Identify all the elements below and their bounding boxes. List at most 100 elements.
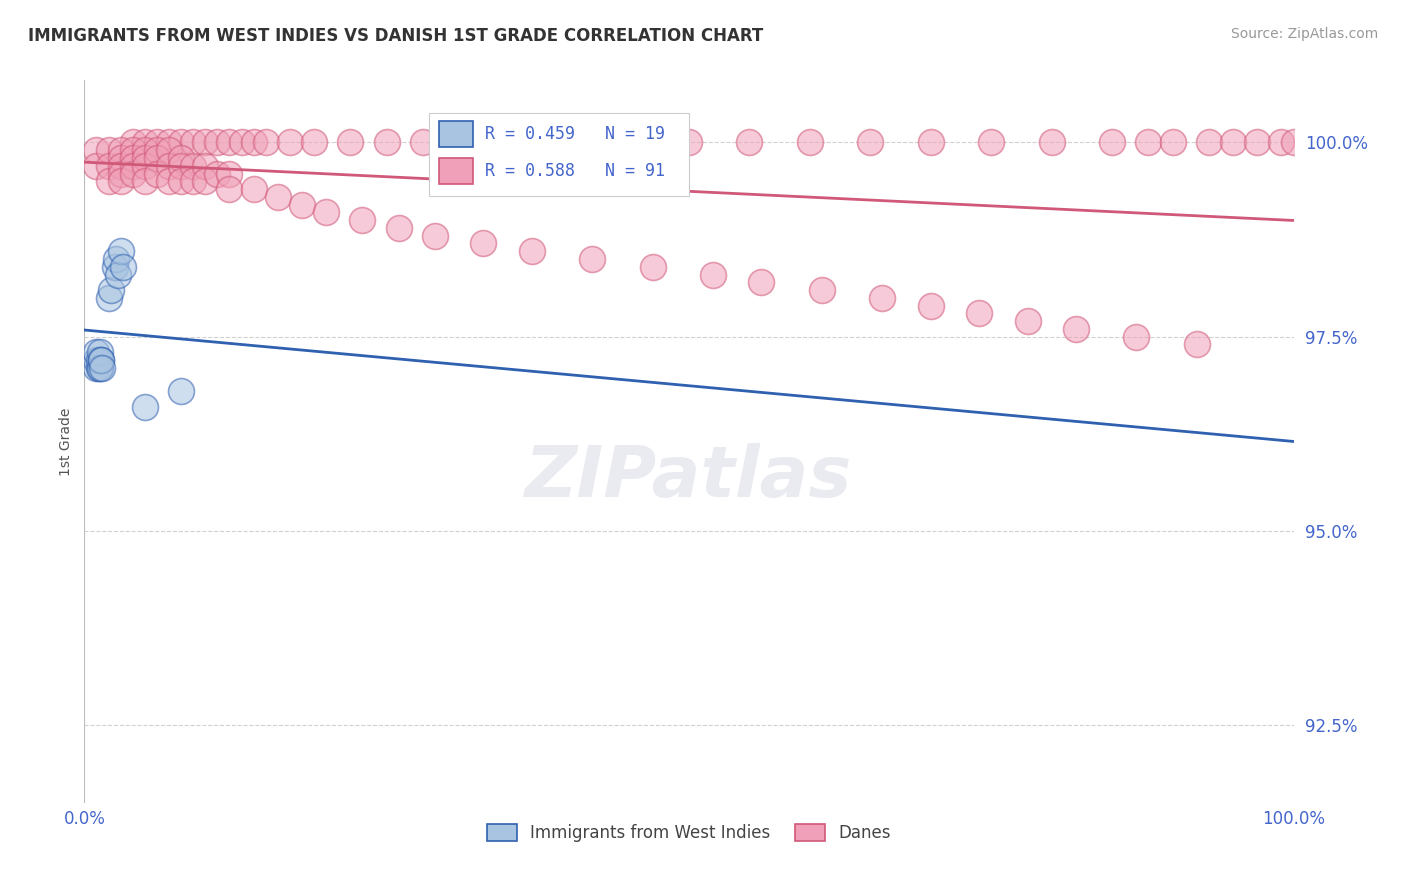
Point [302, 136, 325, 150]
Point [231, 136, 253, 150]
Text: Source: ZipAtlas.com: Source: ZipAtlas.com [1230, 27, 1378, 41]
Point [170, 136, 193, 150]
Point [157, 159, 180, 173]
Point [110, 159, 132, 173]
Point [581, 252, 603, 266]
Point [90, 353, 112, 368]
Point [134, 400, 156, 414]
Point [388, 220, 411, 235]
Text: ZIPatlas: ZIPatlas [526, 443, 852, 512]
FancyBboxPatch shape [429, 112, 689, 196]
Point [112, 260, 135, 274]
Point [920, 299, 942, 313]
Point [146, 151, 169, 165]
Point [134, 143, 156, 157]
Point [97, 159, 120, 173]
Point [1161, 136, 1184, 150]
Point [557, 136, 579, 150]
Point [207, 167, 229, 181]
Point [89, 360, 111, 375]
Point [375, 136, 398, 150]
Point [242, 182, 264, 196]
Point [107, 268, 129, 282]
Point [352, 213, 374, 227]
Point [811, 283, 834, 297]
Point [1198, 136, 1220, 150]
Text: R = 0.588   N = 91: R = 0.588 N = 91 [485, 161, 665, 179]
Point [97, 174, 120, 188]
Point [423, 228, 446, 243]
Point [1270, 136, 1292, 150]
Point [100, 283, 122, 297]
Y-axis label: 1st Grade: 1st Grade [59, 408, 73, 475]
Point [170, 384, 193, 398]
Point [980, 136, 1002, 150]
Point [110, 143, 132, 157]
Point [1185, 337, 1208, 351]
FancyBboxPatch shape [439, 121, 472, 147]
Point [121, 143, 143, 157]
Point [121, 167, 143, 181]
Point [472, 236, 495, 251]
Point [207, 136, 229, 150]
Point [617, 136, 640, 150]
Point [110, 151, 132, 165]
Point [799, 136, 821, 150]
Point [157, 136, 180, 150]
Point [181, 159, 204, 173]
Point [134, 174, 156, 188]
Point [97, 291, 120, 305]
Point [641, 260, 664, 274]
Point [86, 345, 108, 359]
Point [121, 159, 143, 173]
Point [291, 197, 314, 211]
Point [194, 136, 217, 150]
Point [181, 136, 204, 150]
Point [146, 167, 169, 181]
Point [520, 244, 543, 259]
Point [146, 136, 169, 150]
Point [1222, 136, 1244, 150]
Point [110, 244, 132, 259]
Point [460, 136, 482, 150]
Point [678, 136, 700, 150]
Point [157, 174, 180, 188]
Point [194, 159, 217, 173]
Point [1125, 329, 1147, 343]
Point [1101, 136, 1123, 150]
Point [170, 151, 193, 165]
Point [87, 353, 110, 368]
Point [1282, 136, 1305, 150]
FancyBboxPatch shape [439, 158, 472, 184]
Point [315, 205, 337, 219]
Point [218, 182, 240, 196]
Point [702, 268, 724, 282]
Point [146, 143, 169, 157]
Point [104, 252, 127, 266]
Point [509, 136, 531, 150]
Point [967, 306, 990, 320]
Point [181, 174, 204, 188]
Point [86, 360, 108, 375]
Point [218, 136, 240, 150]
Point [872, 291, 894, 305]
Point [412, 136, 434, 150]
Point [134, 151, 156, 165]
Point [86, 353, 108, 368]
Point [1246, 136, 1268, 150]
Point [339, 136, 361, 150]
Point [254, 136, 277, 150]
Point [121, 136, 143, 150]
Point [170, 159, 193, 173]
Point [110, 174, 132, 188]
Point [134, 159, 156, 173]
Point [87, 360, 110, 375]
Point [121, 151, 143, 165]
Text: IMMIGRANTS FROM WEST INDIES VS DANISH 1ST GRADE CORRELATION CHART: IMMIGRANTS FROM WEST INDIES VS DANISH 1S… [28, 27, 763, 45]
Point [1064, 322, 1087, 336]
Point [90, 353, 112, 368]
Point [104, 260, 127, 274]
Point [91, 360, 114, 375]
Point [1137, 136, 1160, 150]
Legend: Immigrants from West Indies, Danes: Immigrants from West Indies, Danes [479, 817, 898, 848]
